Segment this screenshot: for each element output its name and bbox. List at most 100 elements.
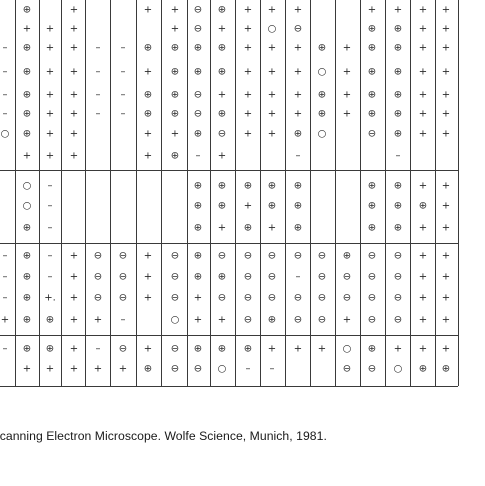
table-cell-symbol: +: [268, 43, 276, 54]
table-cell-symbol: +: [419, 272, 427, 283]
table-cell-symbol: ⊕: [144, 109, 152, 120]
table-cell-symbol: –: [396, 151, 401, 162]
table-cell-symbol: ⊖: [94, 293, 102, 304]
table-cell-symbol: ⊕: [218, 67, 226, 78]
table-cell-symbol: ⊕: [218, 344, 226, 355]
table-cell-symbol: ⊖: [368, 129, 376, 140]
table-cell-symbol: +: [70, 293, 78, 304]
table-cell-symbol: ○: [171, 315, 180, 326]
table-cell-symbol: +: [268, 67, 276, 78]
table-cell-symbol: +: [70, 67, 78, 78]
table-cell-symbol: +: [442, 90, 450, 101]
table-cell-symbol: +: [70, 251, 78, 262]
table-cell-symbol: +: [419, 315, 427, 326]
table-cell-symbol: +: [294, 43, 302, 54]
table-cell-symbol: ⊕: [268, 181, 276, 192]
table-cell-symbol: ⊕: [394, 201, 402, 212]
table-cell-symbol: –: [3, 109, 8, 120]
table-cell-symbol: +: [144, 129, 152, 140]
table-cell-symbol: ⊕: [368, 344, 376, 355]
table-cell-symbol: ⊖: [94, 272, 102, 283]
table-cell-symbol: ⊖: [343, 272, 351, 283]
table-cell-symbol: +: [70, 24, 78, 35]
table-cell-symbol: +: [244, 90, 252, 101]
table-cell-symbol: +: [268, 344, 276, 355]
table-cell-symbol: ⊕: [194, 201, 202, 212]
table-cell-symbol: ⊕: [144, 43, 152, 54]
table-cell-symbol: –: [270, 364, 275, 375]
table-cell-symbol: ⊖: [368, 315, 376, 326]
table-cell-symbol: +: [244, 43, 252, 54]
table-cell-symbol: +: [419, 129, 427, 140]
table-cell-symbol: +: [343, 109, 351, 120]
table-cell-symbol: ⊖: [218, 129, 226, 140]
table-cell-symbol: +: [1, 315, 9, 326]
table-cell-symbol: +: [394, 344, 402, 355]
table-cell-symbol: +: [218, 315, 226, 326]
table-cell-symbol: ⊕: [171, 151, 179, 162]
table-cell-symbol: ⊕: [23, 293, 31, 304]
table-cell-symbol: +: [442, 315, 450, 326]
table-cell-symbol: +: [419, 181, 427, 192]
table-cell-symbol: +: [46, 129, 54, 140]
table-cell-symbol: –: [3, 293, 8, 304]
table-cell-symbol: –: [3, 272, 8, 283]
table-cell-symbol: +: [368, 5, 376, 16]
table-cell-symbol: +: [294, 109, 302, 120]
table-cell-symbol: ⊕: [343, 251, 351, 262]
table-cell-symbol: +: [46, 109, 54, 120]
table-cell-symbol: ⊕: [23, 67, 31, 78]
table-cell-symbol: ⊖: [318, 293, 326, 304]
table-cell-symbol: ⊕: [194, 272, 202, 283]
table-cell-symbol: ⊕: [294, 181, 302, 192]
table-cell-symbol: ⊖: [318, 251, 326, 262]
table-cell-symbol: ⊖: [294, 24, 302, 35]
table-cell-symbol: ⊕: [318, 90, 326, 101]
table-cell-symbol: ⊕: [419, 201, 427, 212]
table-cell-symbol: +: [171, 24, 179, 35]
table-cell-symbol: ⊕: [294, 201, 302, 212]
table-cell-symbol: ⊖: [318, 272, 326, 283]
table-cell-symbol: ⊕: [368, 223, 376, 234]
table-cell-symbol: ○: [218, 364, 227, 375]
table-cell-symbol: ⊕: [194, 67, 202, 78]
table-cell-symbol: ⊕: [194, 181, 202, 192]
table-cell-symbol: –: [121, 43, 126, 54]
table-cell-symbol: +: [144, 293, 152, 304]
table-cell-symbol: ⊕: [23, 5, 31, 16]
table-cell-symbol: ⊕: [218, 272, 226, 283]
table-cell-symbol: ⊕: [23, 251, 31, 262]
table-cell-symbol: +: [419, 293, 427, 304]
table-cell-symbol: ⊖: [343, 364, 351, 375]
table-cell-symbol: +: [70, 344, 78, 355]
table-cell-symbol: ⊖: [119, 293, 127, 304]
table-cell-symbol: ⊖: [194, 5, 202, 16]
table-cell-symbol: ⊖: [119, 272, 127, 283]
table-cell-symbol: +: [46, 151, 54, 162]
table-cell-symbol: ⊕: [218, 109, 226, 120]
table-cell-symbol: +: [194, 293, 202, 304]
table-cell-symbol: +: [70, 364, 78, 375]
table-cell-symbol: –: [3, 251, 8, 262]
table-cell-symbol: ⊕: [394, 43, 402, 54]
table-cell-symbol: ⊖: [194, 364, 202, 375]
table-cell-symbol: ⊕: [23, 90, 31, 101]
table-cell-symbol: +: [244, 129, 252, 140]
table-cell-symbol: +: [442, 5, 450, 16]
table-cell-symbol: –: [96, 67, 101, 78]
table-cell-symbol: +: [442, 344, 450, 355]
table-cell-symbol: ⊕: [394, 129, 402, 140]
table-cell-symbol: ○: [394, 364, 403, 375]
table-cell-symbol: +: [144, 272, 152, 283]
table-cell-symbol: ⊕: [294, 129, 302, 140]
table-cell-symbol: ⊖: [244, 251, 252, 262]
table-cell-symbol: ⊖: [244, 272, 252, 283]
table-cell-symbol: +: [294, 67, 302, 78]
table-cell-symbol: ⊖: [394, 251, 402, 262]
table-cell-symbol: ⊖: [294, 315, 302, 326]
table-cell-symbol: ⊕: [46, 315, 54, 326]
table-cell-symbol: –: [96, 90, 101, 101]
table-cell-symbol: ⊖: [171, 272, 179, 283]
table-cell-symbol: ⊖: [268, 272, 276, 283]
table-cell-symbol: ⊖: [368, 251, 376, 262]
